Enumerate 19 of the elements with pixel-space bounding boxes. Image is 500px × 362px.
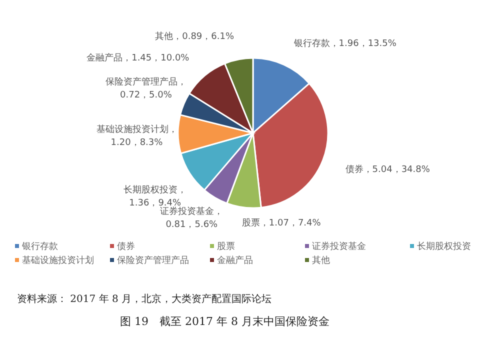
legend-label: 证券投资基金 bbox=[312, 241, 366, 252]
data-label: 其他，0.89，6.1% bbox=[155, 30, 234, 42]
legend-label: 金融产品 bbox=[217, 255, 253, 266]
legend-label: 股票 bbox=[217, 241, 235, 252]
data-label: 金融产品，1.45，10.0% bbox=[86, 52, 190, 64]
data-label: 证券投资基金， 0.81，5.6% bbox=[160, 206, 224, 230]
text: 资料来源： 2017 年 8 月，北京，大类资产配置国际论坛 bbox=[17, 293, 272, 305]
data-label: 银行存款，1.96，13.5% bbox=[292, 38, 397, 49]
legend-label: 保险资产管理产品 bbox=[117, 255, 189, 266]
legend-label: 长期股权投资 bbox=[417, 241, 471, 252]
legend-label: 银行存款 bbox=[21, 241, 58, 252]
legend-label: 债券 bbox=[117, 241, 135, 252]
data-label: 股票，1.07，7.4% bbox=[242, 217, 322, 228]
data-label: 保险资产管理产品， 0.72，5.0% bbox=[105, 76, 186, 101]
data-label: 基础设施投资计划， 1.20，8.3% bbox=[96, 124, 178, 148]
legend-label: 其他 bbox=[312, 255, 330, 266]
data-label: 债券，5.04，34.8% bbox=[345, 164, 430, 175]
legend-label: 基础设施投资计划 bbox=[22, 255, 94, 266]
caption: 图 19 截至 2017 年 8 月末中国保险资金 bbox=[120, 315, 330, 328]
